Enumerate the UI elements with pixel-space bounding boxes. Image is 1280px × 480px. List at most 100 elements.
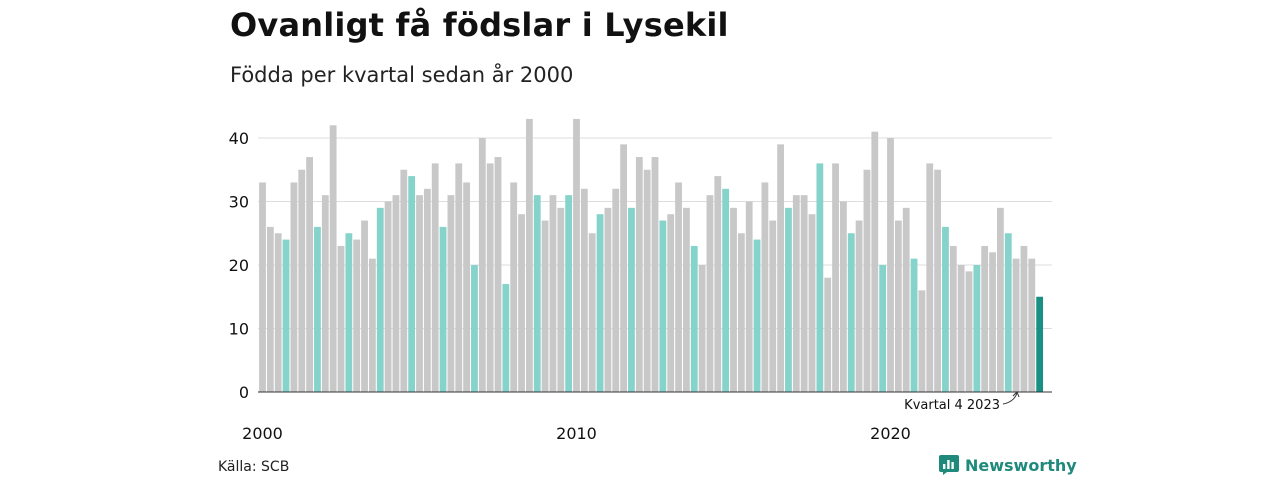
- bar: [989, 252, 996, 392]
- y-tick-label: 30: [229, 193, 249, 212]
- bar: [486, 163, 494, 392]
- bar: [620, 144, 627, 392]
- bar: [902, 207, 910, 392]
- bar: [722, 188, 730, 392]
- annotation-arrow: [1002, 392, 1018, 405]
- bar: [612, 188, 620, 392]
- bar: [416, 195, 423, 392]
- bar: [690, 245, 698, 392]
- bar: [345, 233, 353, 392]
- bar: [580, 188, 588, 392]
- bar: [949, 245, 957, 392]
- bar: [714, 176, 722, 392]
- bar: [667, 214, 675, 392]
- bar: [894, 220, 902, 392]
- bar: [565, 195, 573, 392]
- bar: [392, 195, 400, 392]
- x-tick-label: 2010: [556, 424, 597, 443]
- bar: [494, 157, 502, 392]
- bar: [942, 226, 949, 392]
- y-tick-label: 10: [229, 320, 249, 339]
- bar: [439, 226, 447, 392]
- y-tick-label: 0: [239, 383, 249, 402]
- newsworthy-icon: [939, 455, 959, 475]
- bar: [659, 220, 667, 392]
- bar: [753, 239, 761, 392]
- bar: [1012, 258, 1020, 392]
- bar: [282, 239, 290, 392]
- x-tick-label: 2000: [242, 424, 283, 443]
- bar: [926, 163, 934, 392]
- bar: [588, 233, 596, 392]
- bar: [478, 138, 486, 392]
- y-axis-ticks: 0 10 20 30 40: [229, 129, 249, 402]
- chart-title: Ovanligt få födslar i Lysekil: [230, 6, 729, 44]
- bar: [353, 239, 361, 392]
- latest-annotation: Kvartal 4 2023: [904, 391, 1020, 413]
- bar: [573, 118, 580, 392]
- bar: [400, 169, 408, 392]
- bar: [369, 258, 376, 392]
- bar: [973, 265, 981, 392]
- bar-latest: [1036, 296, 1044, 392]
- bar: [847, 233, 855, 392]
- bar: [761, 182, 769, 392]
- bar: [777, 144, 784, 392]
- annotation-arrowhead: [1012, 391, 1020, 398]
- bar: [1028, 258, 1036, 392]
- bar: [840, 201, 847, 392]
- bar: [471, 265, 478, 392]
- bar: [533, 195, 541, 392]
- bar: [997, 207, 1004, 392]
- bar: [643, 169, 651, 392]
- y-tick-label: 40: [229, 129, 249, 148]
- bar: [651, 157, 659, 392]
- chart-subtitle: Födda per kvartal sedan år 2000: [230, 63, 574, 87]
- bar: [361, 220, 368, 392]
- bar: [337, 245, 345, 392]
- bar: [785, 207, 792, 392]
- bar: [1004, 233, 1012, 392]
- bar: [314, 226, 321, 392]
- bar: [816, 163, 824, 392]
- brand-name: Newsworthy: [965, 455, 1077, 475]
- bar: [329, 125, 337, 393]
- bar: [769, 220, 777, 392]
- bar: [957, 265, 965, 392]
- bar: [549, 195, 557, 392]
- x-axis-ticks: 2000 2010 2020: [242, 424, 911, 443]
- bar: [541, 220, 549, 392]
- bar: [628, 207, 635, 392]
- bar: [431, 163, 439, 392]
- bar: [635, 157, 643, 392]
- bar: [981, 245, 989, 392]
- bar: [526, 118, 533, 392]
- bar: [808, 214, 816, 392]
- bar: [274, 233, 282, 392]
- bar: [266, 226, 274, 392]
- bar: [965, 271, 973, 392]
- bar: [557, 207, 565, 392]
- bar: [376, 207, 384, 392]
- bar: [698, 265, 706, 392]
- bars: [259, 118, 1044, 393]
- bar: [887, 138, 894, 392]
- bar: [463, 182, 470, 392]
- bar: [730, 207, 737, 392]
- bar: [455, 163, 463, 392]
- bar: [863, 169, 871, 392]
- bar: [259, 182, 266, 392]
- brand-logo: Newsworthy: [939, 455, 1077, 475]
- bar: [855, 220, 863, 392]
- bar: [871, 131, 879, 392]
- bar: [447, 195, 455, 392]
- y-tick-label: 20: [229, 256, 249, 275]
- bar: [910, 258, 918, 392]
- bar: [706, 195, 714, 392]
- bar: [604, 207, 612, 392]
- bar: [510, 182, 518, 392]
- bar: [290, 182, 298, 392]
- bar: [298, 169, 306, 392]
- bar: [737, 233, 745, 392]
- bar: [596, 214, 604, 392]
